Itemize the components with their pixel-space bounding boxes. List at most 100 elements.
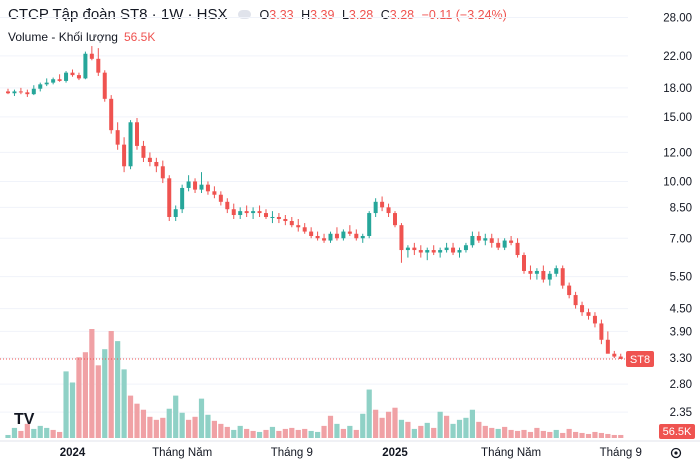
candle-body [18,91,23,93]
candle-body [102,72,107,99]
volume-bar [502,426,508,438]
chart-legend: CTCP Tập đoàn ST8 · 1W · HSX O3.33 H3.39… [8,6,507,23]
candle-body [586,312,591,316]
candle-body [218,194,223,202]
volume-bar [444,415,450,438]
candle-body [463,245,468,251]
low-label: L [341,7,349,22]
ohlc-values: O3.33 H3.39 L3.28 C3.28 −0.11 (−3.24%) [256,8,507,22]
volume-bar [353,429,359,438]
candle-body [57,79,62,81]
candle-body [393,213,397,226]
price-tick-label: 7.00 [670,233,692,245]
volume-bar [179,412,185,438]
price-tick-label: 5.50 [670,272,692,284]
price-tick-label: 15.00 [663,112,692,124]
candle-body [51,79,56,83]
volume-bar [37,425,43,438]
volume-bar [547,431,553,438]
candle-body [70,72,75,76]
candle-body [302,227,307,232]
volume-legend: Volume - Khối lượng 56.5K [8,30,155,44]
candle-body [438,250,443,253]
volume-bar [476,421,482,438]
volume-bar [18,430,24,438]
volume-bar [192,416,198,438]
volume-label[interactable]: Volume - Khối lượng [8,30,118,44]
volume-bar [411,428,417,438]
price-axis[interactable]: 28.00 22.00 18.00 15.00 12.00 10.00 8.50 7.00 5.… [626,12,695,439]
open-label: O [259,7,270,22]
volume-bar [340,428,346,438]
symbol-tag-label: ST8 [630,354,650,366]
candle-body [122,144,127,167]
time-tick-label: Tháng Năm [481,447,541,459]
time-axis[interactable]: 2024 Tháng Năm Tháng 9 2025 Tháng Năm Tháng 9… [0,440,700,459]
volume-bar [534,427,540,438]
candle-body [44,82,49,85]
volume-bar [573,431,579,438]
volume-bar [618,434,624,438]
volume-bar [366,389,372,438]
candle-body [76,75,81,79]
candle-body [412,247,417,251]
volume-bar [250,430,256,438]
candle-body [534,270,539,274]
candle-body [109,98,114,131]
volume-bar [5,434,11,438]
volume-bar [256,431,263,438]
candle-body [251,211,256,214]
price-tick-label: 8.50 [670,202,692,214]
candle-body [425,250,430,253]
candle-body [605,339,610,354]
volume-bar [592,431,598,438]
price-tick-label: 3.30 [670,353,692,365]
price-tick-label: 18.00 [663,83,692,95]
volume-bar [585,433,592,438]
symbol-title[interactable]: CTCP Tập đoàn ST8 · 1W · HSX [8,6,228,23]
candle-body [115,130,120,145]
volume-bar [82,352,88,438]
volume-bar [327,415,334,438]
candle-body [560,268,565,286]
candle-body [289,221,294,226]
volume-bar [153,419,159,438]
volume-bar [334,423,340,438]
candle-body [567,285,572,296]
settings-gear-icon[interactable] [670,447,682,459]
volume-value: 56.5K [123,30,156,44]
volume-bar [424,422,430,438]
candle-body [509,240,514,243]
candles[interactable] [6,46,623,359]
volume-bar [495,428,501,438]
candle-body [386,207,391,214]
time-tick-label: Tháng 9 [271,447,313,459]
candle-body [128,122,133,167]
candle-body [592,315,597,324]
candle-body [309,231,314,236]
volume-bar [224,426,230,438]
candle-body [341,231,346,239]
volume-bar [244,428,250,438]
candle-body [457,250,462,253]
tradingview-logo-icon[interactable]: TV [14,411,35,428]
low-value: 3.28 [348,7,374,22]
price-tick-label: 2.35 [670,407,692,419]
candle-body [296,225,301,228]
volume-bar [302,428,308,438]
candle-body [38,84,43,89]
candle-body [270,216,275,218]
volume-bar [289,427,295,438]
volume-bar [31,428,37,438]
candle-body [193,181,198,190]
candle-body [244,211,249,214]
volume-bar [521,429,527,438]
volume-bar [392,407,398,438]
logo-text: TV [14,411,35,428]
candle-body [360,235,365,239]
candle-body [380,201,385,208]
volume-bar [166,408,172,438]
candle-body [6,91,10,94]
candle-body [522,255,526,271]
